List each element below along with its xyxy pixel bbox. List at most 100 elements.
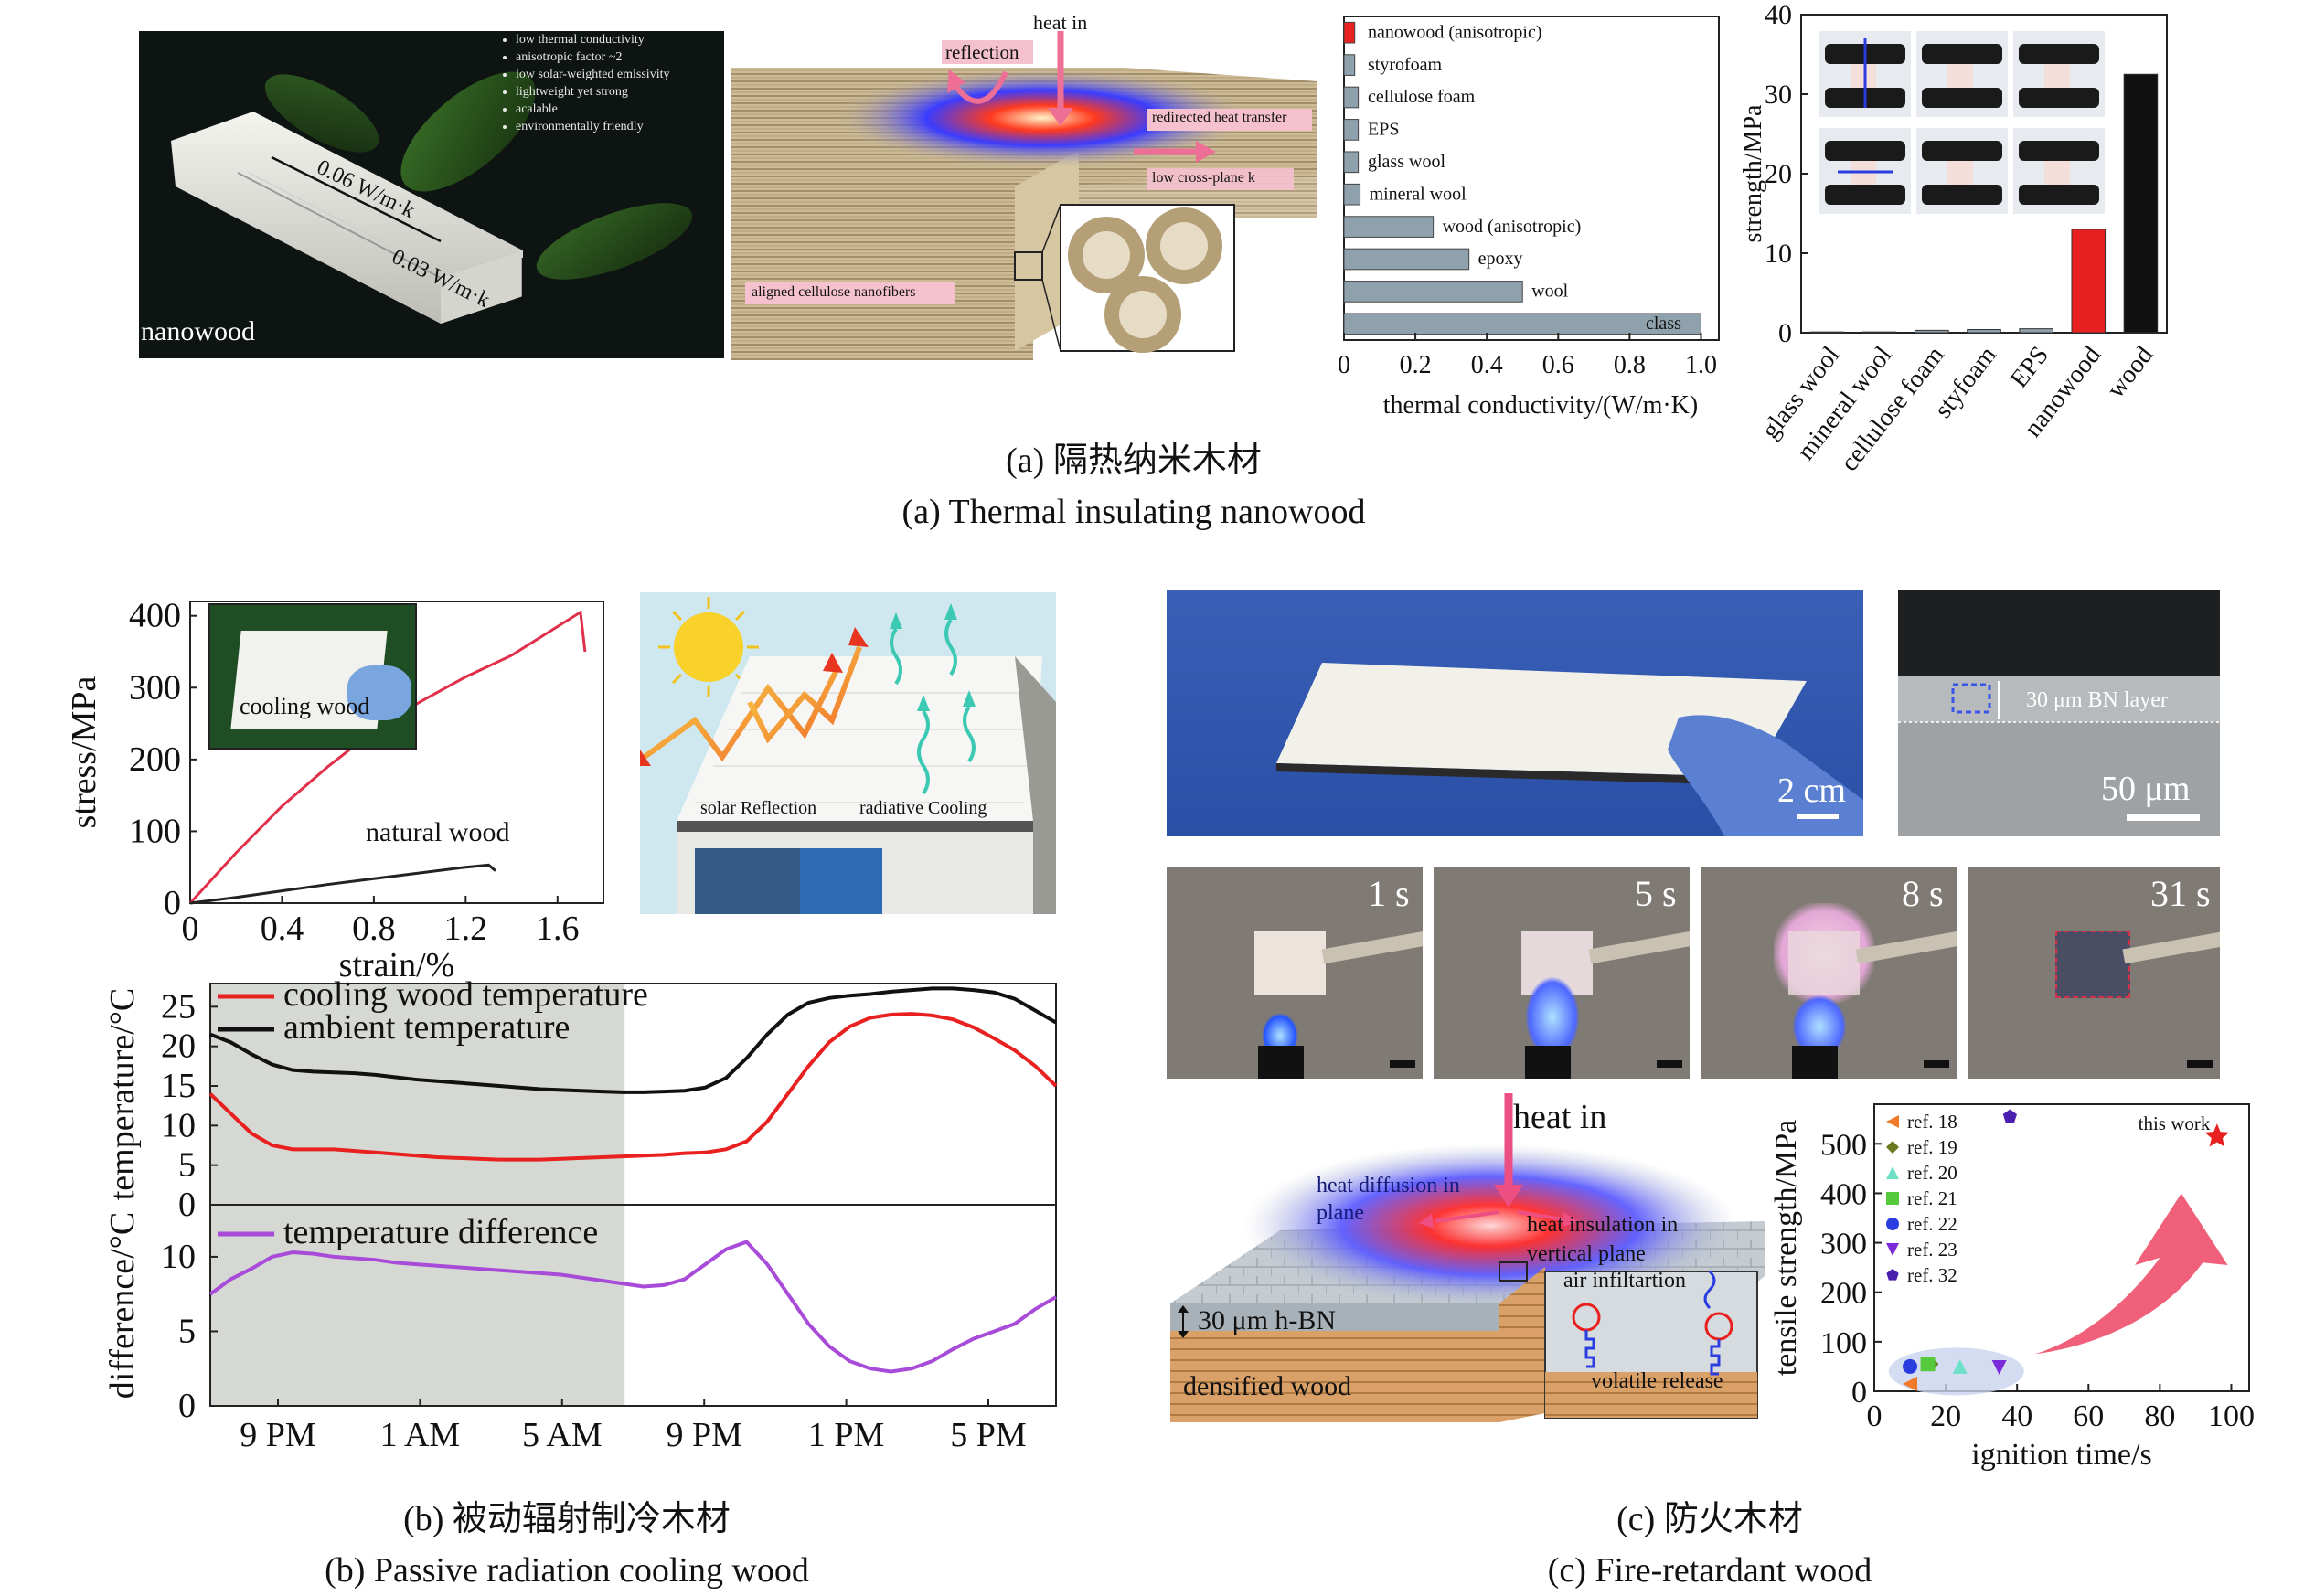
bar-label: wool	[1531, 282, 1568, 302]
x-tick-label: 100	[2208, 1399, 2255, 1433]
y-tick-label: 15	[161, 1067, 196, 1105]
x-tick-label: 1.6	[536, 910, 580, 948]
series-line	[189, 863, 496, 905]
data-point	[2204, 1123, 2230, 1147]
x-tick-label: 0.2	[1400, 351, 1432, 379]
nanowood-schematic: heat in reflection redirected heat trans…	[731, 11, 1317, 360]
fr-heat-in: heat in	[1513, 1098, 1607, 1136]
x-tick-label: 0.8	[1614, 351, 1646, 379]
y-tick-label: 100	[129, 812, 181, 850]
x-tick-label: 60	[2073, 1399, 2104, 1433]
x-tick-label: 5 AM	[522, 1416, 603, 1454]
bullet: lightweight yet strong	[516, 83, 669, 101]
bar	[1343, 86, 1360, 109]
burn-frame: 1 s	[1167, 867, 1423, 1079]
plot-frame	[1343, 16, 1720, 341]
bar	[1343, 248, 1470, 271]
schem-redirected: redirected heat transfer	[1152, 110, 1287, 125]
press-plate	[1922, 44, 2002, 64]
cooling-wood-inset: cooling wood	[208, 603, 417, 750]
data-point	[1886, 1115, 1899, 1128]
bar-label: mineral wool	[1370, 184, 1467, 204]
x-tick-label: wood	[2101, 341, 2159, 403]
bullet: acalable	[516, 101, 669, 118]
schem-fibers: aligned cellulose nanofibers	[752, 284, 916, 300]
caption-a-en: (a) Thermal insulating nanowood	[901, 493, 1366, 531]
stress-strain-chart: 0 100 200 300 400 0 0.4 0.8 1.2 1.6 strain/% stress…	[65, 597, 604, 984]
data-point	[1886, 1166, 1899, 1179]
x-tick-label: 0.8	[352, 910, 396, 948]
y-tick-label: 0	[178, 1387, 196, 1425]
y-tick-label: 300	[129, 668, 181, 707]
plot-frame	[189, 601, 604, 904]
house-reflection: solar Reflection	[700, 798, 817, 818]
x-tick-label: 5 PM	[950, 1416, 1026, 1454]
bar-label: epoxy	[1478, 249, 1523, 269]
time-label: 1 s	[1368, 873, 1410, 914]
press-plate	[1825, 185, 1905, 205]
x-tick-label: 20	[1930, 1399, 1961, 1433]
y-tick-label: 20	[161, 1027, 196, 1066]
press-plate	[1922, 88, 2002, 108]
bar-label: cellulose foam	[1368, 87, 1476, 107]
time-label: 8 s	[1902, 873, 1944, 914]
bar	[1967, 329, 2001, 334]
bar	[1343, 119, 1360, 141]
caption-b-en: (b) Passive radiation cooling wood	[325, 1551, 809, 1590]
press-plate	[1922, 185, 2002, 205]
y-tick-label: 200	[129, 740, 181, 779]
burn-frame: 8 s	[1701, 867, 1957, 1079]
photo-bullets: low thermal conductivity anisotropic fac…	[497, 31, 669, 135]
bar	[1343, 216, 1435, 238]
x-tick-label: 1 AM	[380, 1416, 461, 1454]
press-plate	[2019, 88, 2099, 108]
data-point	[1886, 1192, 1899, 1205]
photo-scale: 2 cm	[1777, 771, 1846, 810]
photo-label: nanowood	[141, 316, 255, 346]
x-tick-label: 0.4	[1471, 351, 1503, 379]
caption-b-cn: (b) 被动辐射制冷木材	[403, 1500, 731, 1538]
legend-label: ref. 19	[1907, 1136, 1957, 1158]
schem-heat-in: heat in	[1033, 11, 1088, 34]
y-tick-label: 10	[1765, 239, 1792, 269]
sem-scale: 50 μm	[2101, 770, 2191, 808]
burn-frame: 31 s	[1968, 867, 2220, 1079]
sem-image: 30 μm BN layer 50 μm	[1898, 590, 2220, 836]
schem-low-k: low cross-plane k	[1152, 170, 1255, 186]
bar	[1861, 331, 1897, 334]
bar	[2071, 229, 2107, 334]
bar-label: nanowood (anisotropic)	[1368, 22, 1542, 42]
x-tick-label: 1.0	[1685, 351, 1717, 379]
x-tick-label: 0.6	[1542, 351, 1574, 379]
legend-label: ref. 22	[1907, 1213, 1957, 1235]
sem-layer-label: 30 μm BN layer	[2026, 688, 2168, 712]
y-tick-label: 20	[1765, 159, 1792, 189]
series-line	[209, 986, 1057, 1094]
y-axis-label: temperature/°C	[103, 988, 142, 1201]
x-tick-label: 0.4	[261, 910, 304, 948]
nanowood-photo: 0.06 W/m·k 0.03 W/m·k nanowood low therm…	[139, 31, 724, 358]
sample	[2044, 161, 2070, 185]
bar	[1343, 21, 1356, 44]
fr-insulation: heat insulation in vertical plane	[1527, 1213, 1679, 1266]
legend-label: ref. 21	[1907, 1187, 1957, 1209]
y-tick-label: 0	[178, 1186, 196, 1224]
bullet: low solar-weighted emissivity	[516, 66, 669, 83]
data-point	[1886, 1141, 1899, 1154]
y-tick-label: 40	[1765, 0, 1792, 30]
y-tick-label: 25	[161, 987, 196, 1026]
y-tick-label: 0	[1851, 1376, 1867, 1410]
legend-label: ref. 18	[1907, 1111, 1957, 1133]
fr-densified: densified wood	[1183, 1371, 1352, 1401]
bar	[1915, 329, 1949, 334]
data-point	[1903, 1358, 1918, 1374]
y-tick-label: 100	[1820, 1326, 1867, 1360]
y-axis-label: difference/°C	[103, 1212, 142, 1399]
data-point	[1952, 1358, 1968, 1374]
inset-label: cooling wood	[240, 693, 370, 719]
x-axis-label: thermal conductivity/(W/m·K)	[1383, 391, 1698, 420]
legend-label: ref. 32	[1907, 1264, 1957, 1286]
house-cooling: radiative Cooling	[859, 798, 987, 818]
fr-diffusion: heat diffusion in plane	[1317, 1174, 1460, 1225]
